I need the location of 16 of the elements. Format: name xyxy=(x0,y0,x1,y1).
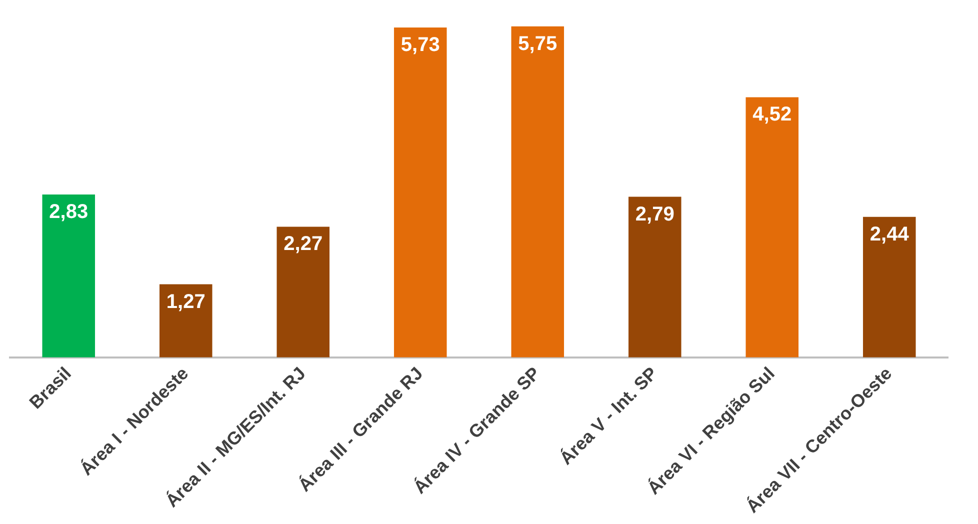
bar xyxy=(511,26,564,358)
data-label: 2,27 xyxy=(284,233,323,256)
bar xyxy=(746,97,799,358)
bar xyxy=(159,284,212,358)
data-label: 1,27 xyxy=(166,290,206,313)
data-label: 4,52 xyxy=(752,104,792,126)
data-label: 5,75 xyxy=(518,32,558,55)
bar xyxy=(862,216,916,358)
bar xyxy=(276,226,330,358)
data-label: 5,73 xyxy=(400,34,440,56)
bar xyxy=(394,28,447,358)
data-label: 2,44 xyxy=(870,223,910,246)
data-label: 2,79 xyxy=(635,203,674,226)
data-label: 2,83 xyxy=(49,200,88,223)
bar xyxy=(42,194,96,358)
bar xyxy=(628,196,682,358)
